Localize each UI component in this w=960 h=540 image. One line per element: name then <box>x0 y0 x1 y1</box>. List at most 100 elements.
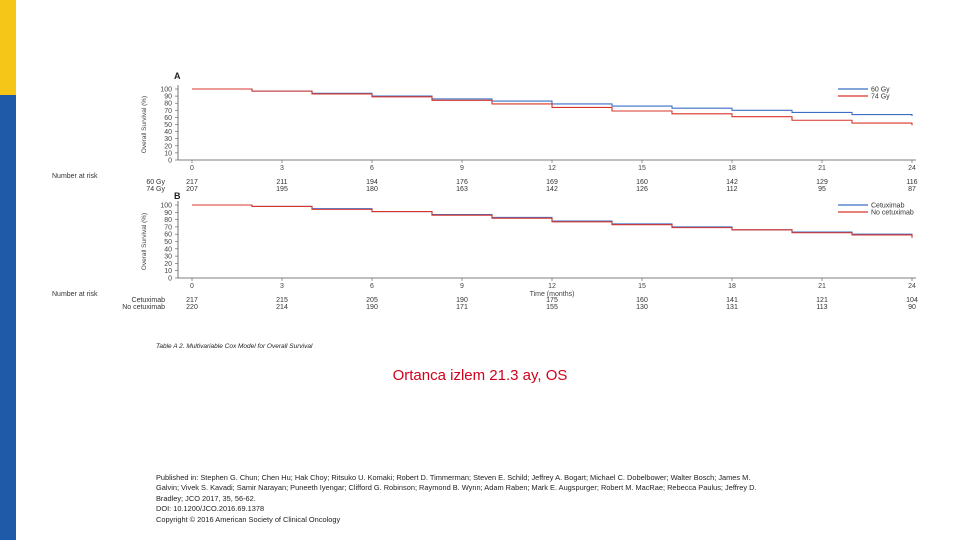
legend-label: 74 Gy <box>871 94 890 101</box>
x-axis-title: Time (months) <box>530 291 575 298</box>
risk-count: 214 <box>276 304 288 311</box>
y-tick-label: 20 <box>164 143 172 150</box>
legend-label: 60 Gy <box>871 87 890 94</box>
survival-curve-74-gy <box>192 88 913 126</box>
risk-count: 207 <box>186 186 198 193</box>
risk-count: 180 <box>366 186 378 193</box>
risk-row-label: Cetuximab <box>132 297 166 304</box>
legend-label: Cetuximab <box>871 203 905 210</box>
citation-line: Galvin; Vivek S. Kavadi; Samir Narayan; … <box>156 483 757 493</box>
y-tick-label: 80 <box>164 217 172 224</box>
risk-count: 87 <box>908 186 916 193</box>
risk-row-label: 60 Gy <box>146 179 165 186</box>
y-tick-label: 10 <box>164 150 172 157</box>
risk-count: 160 <box>636 179 648 186</box>
risk-count: 112 <box>726 186 737 193</box>
y-tick-label: 40 <box>164 129 172 136</box>
x-tick-label: 3 <box>280 165 284 172</box>
y-tick-label: 30 <box>164 136 172 143</box>
y-tick-label: 60 <box>164 232 172 239</box>
x-tick-label: 18 <box>728 165 736 172</box>
table-caption: Table A 2. Multivariable Cox Model for O… <box>156 343 313 350</box>
citation-block: Published in: Stephen G. Chun; Chen Hu; … <box>156 473 836 525</box>
risk-count: 171 <box>456 304 468 311</box>
risk-count: 211 <box>276 179 287 186</box>
panel-label: B <box>174 191 181 201</box>
y-tick-label: 50 <box>164 122 172 129</box>
y-axis-title: Overall Survival (%) <box>141 96 148 153</box>
x-tick-label: 6 <box>370 283 374 290</box>
risk-count: 190 <box>456 297 468 304</box>
risk-count: 142 <box>726 179 738 186</box>
risk-count: 190 <box>366 304 378 311</box>
x-tick-label: 0 <box>190 165 194 172</box>
x-tick-label: 15 <box>638 283 646 290</box>
citation-line: DOI: 10.1200/JCO.2016.69.1378 <box>156 504 265 514</box>
x-tick-label: 24 <box>908 165 916 172</box>
risk-count: 116 <box>906 179 917 186</box>
risk-count: 142 <box>546 186 558 193</box>
risk-table-header: Number at risk <box>52 173 98 180</box>
legend-label: No cetuximab <box>871 210 914 217</box>
risk-table-header: Number at risk <box>52 291 98 298</box>
y-tick-label: 100 <box>160 87 172 94</box>
risk-count: 215 <box>276 297 288 304</box>
x-tick-label: 18 <box>728 283 736 290</box>
y-tick-label: 70 <box>164 224 172 231</box>
y-tick-label: 90 <box>164 210 172 217</box>
x-tick-label: 21 <box>818 283 826 290</box>
risk-count: 194 <box>366 179 378 186</box>
y-tick-label: 60 <box>164 115 172 122</box>
slide-headline: Ortanca izlem 21.3 ay, OS <box>392 367 568 384</box>
y-tick-label: 100 <box>160 203 172 210</box>
x-tick-label: 9 <box>460 283 464 290</box>
panel-label: A <box>174 71 181 81</box>
y-tick-label: 20 <box>164 261 172 268</box>
risk-count: 95 <box>818 186 826 193</box>
x-tick-label: 6 <box>370 165 374 172</box>
x-tick-label: 15 <box>638 165 646 172</box>
citation-line: Bradley; JCO 2017, 35, 56-62. <box>156 493 256 503</box>
risk-count: 163 <box>456 186 468 193</box>
risk-count: 195 <box>276 186 288 193</box>
y-axis-title: Overall Survival (%) <box>141 213 148 270</box>
x-tick-label: 3 <box>280 283 284 290</box>
y-tick-label: 0 <box>168 158 172 165</box>
risk-count: 217 <box>186 297 198 304</box>
x-tick-label: 12 <box>548 283 556 290</box>
y-tick-label: 70 <box>164 108 172 115</box>
risk-count: 175 <box>546 297 558 304</box>
risk-count: 155 <box>546 304 558 311</box>
risk-count: 129 <box>816 179 828 186</box>
accent-bar-yellow <box>0 0 16 95</box>
risk-count: 130 <box>636 304 648 311</box>
citation-line: Published in: Stephen G. Chun; Chen Hu; … <box>156 473 751 482</box>
risk-count: 160 <box>636 297 648 304</box>
risk-count: 176 <box>456 179 468 186</box>
y-tick-label: 10 <box>164 268 172 275</box>
risk-count: 113 <box>816 304 827 311</box>
y-tick-label: 50 <box>164 239 172 246</box>
risk-count: 205 <box>366 297 378 304</box>
y-tick-label: 30 <box>164 254 172 261</box>
risk-count: 217 <box>186 179 198 186</box>
y-tick-label: 90 <box>164 94 172 101</box>
risk-row-label: No cetuximab <box>122 304 165 311</box>
risk-count: 131 <box>726 304 738 311</box>
risk-count: 121 <box>816 297 828 304</box>
citation-line: Copyright © 2016 American Society of Cli… <box>156 514 341 524</box>
risk-row-label: 74 Gy <box>146 186 165 193</box>
x-tick-label: 12 <box>548 165 556 172</box>
x-tick-label: 9 <box>460 165 464 172</box>
accent-bar-blue <box>0 95 16 540</box>
risk-count: 141 <box>726 297 738 304</box>
y-tick-label: 0 <box>168 276 172 283</box>
survival-curve-no-cetuximab <box>192 204 913 238</box>
risk-count: 90 <box>908 304 916 311</box>
survival-curve-60-gy <box>192 88 913 116</box>
y-tick-label: 80 <box>164 101 172 108</box>
risk-count: 104 <box>906 297 918 304</box>
x-tick-label: 21 <box>818 165 826 172</box>
y-tick-label: 40 <box>164 246 172 253</box>
